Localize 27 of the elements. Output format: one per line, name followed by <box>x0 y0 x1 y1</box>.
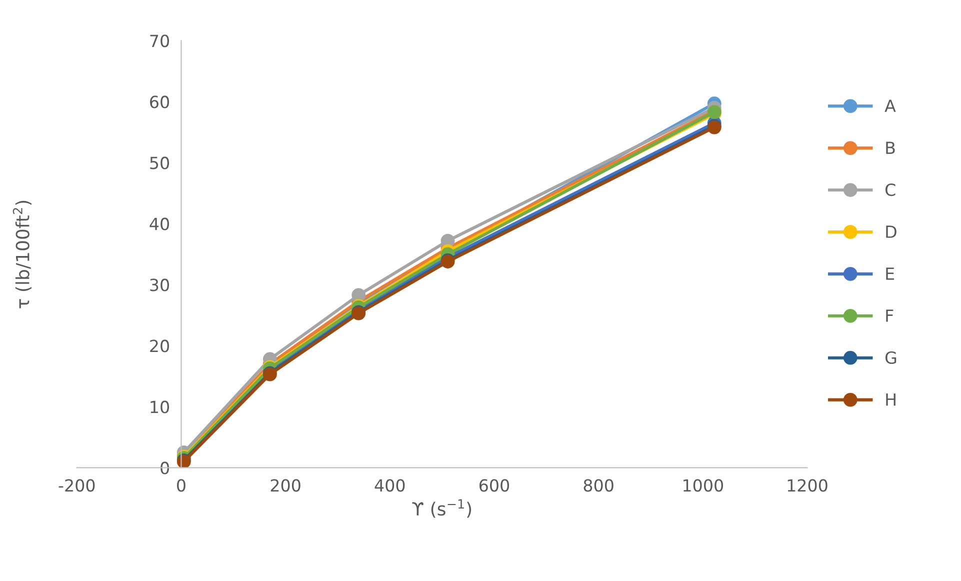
legend-label: H <box>886 394 896 406</box>
y-tick-label: 0 <box>160 462 169 474</box>
legend-label: F <box>886 310 894 322</box>
legend-label: B <box>886 142 895 154</box>
x-tick-label: 200 <box>270 479 300 492</box>
y-tick-label: 20 <box>150 340 169 352</box>
y-tick-label: 10 <box>150 400 169 414</box>
x-tick-label: 1000 <box>684 479 724 492</box>
y-axis-title: τ (lb/100ft$^{2}$) <box>12 200 32 308</box>
x-tick-label: 400 <box>374 479 405 492</box>
x-tick-label: -200 <box>58 479 95 492</box>
y-tick-label: 60 <box>150 96 169 108</box>
legend-label: G <box>885 351 896 364</box>
legend-label: C <box>885 183 896 196</box>
x-tick-label: 800 <box>584 479 614 492</box>
x-tick-label: 1200 <box>788 479 828 492</box>
point <box>352 288 366 302</box>
legend-label: E <box>886 268 894 280</box>
legend-label: A <box>884 100 896 112</box>
y-tick-label: 40 <box>150 218 169 230</box>
legend-label: D <box>886 226 896 238</box>
x-axis-title: ϒ (s$^{−1}$) <box>412 499 472 518</box>
y-tick-label: 70 <box>150 34 169 48</box>
y-tick-label: 50 <box>150 156 169 170</box>
x-tick-label: 600 <box>479 479 510 492</box>
y-tick-label: 30 <box>150 278 169 292</box>
x-tick-label: 0 <box>177 479 186 492</box>
